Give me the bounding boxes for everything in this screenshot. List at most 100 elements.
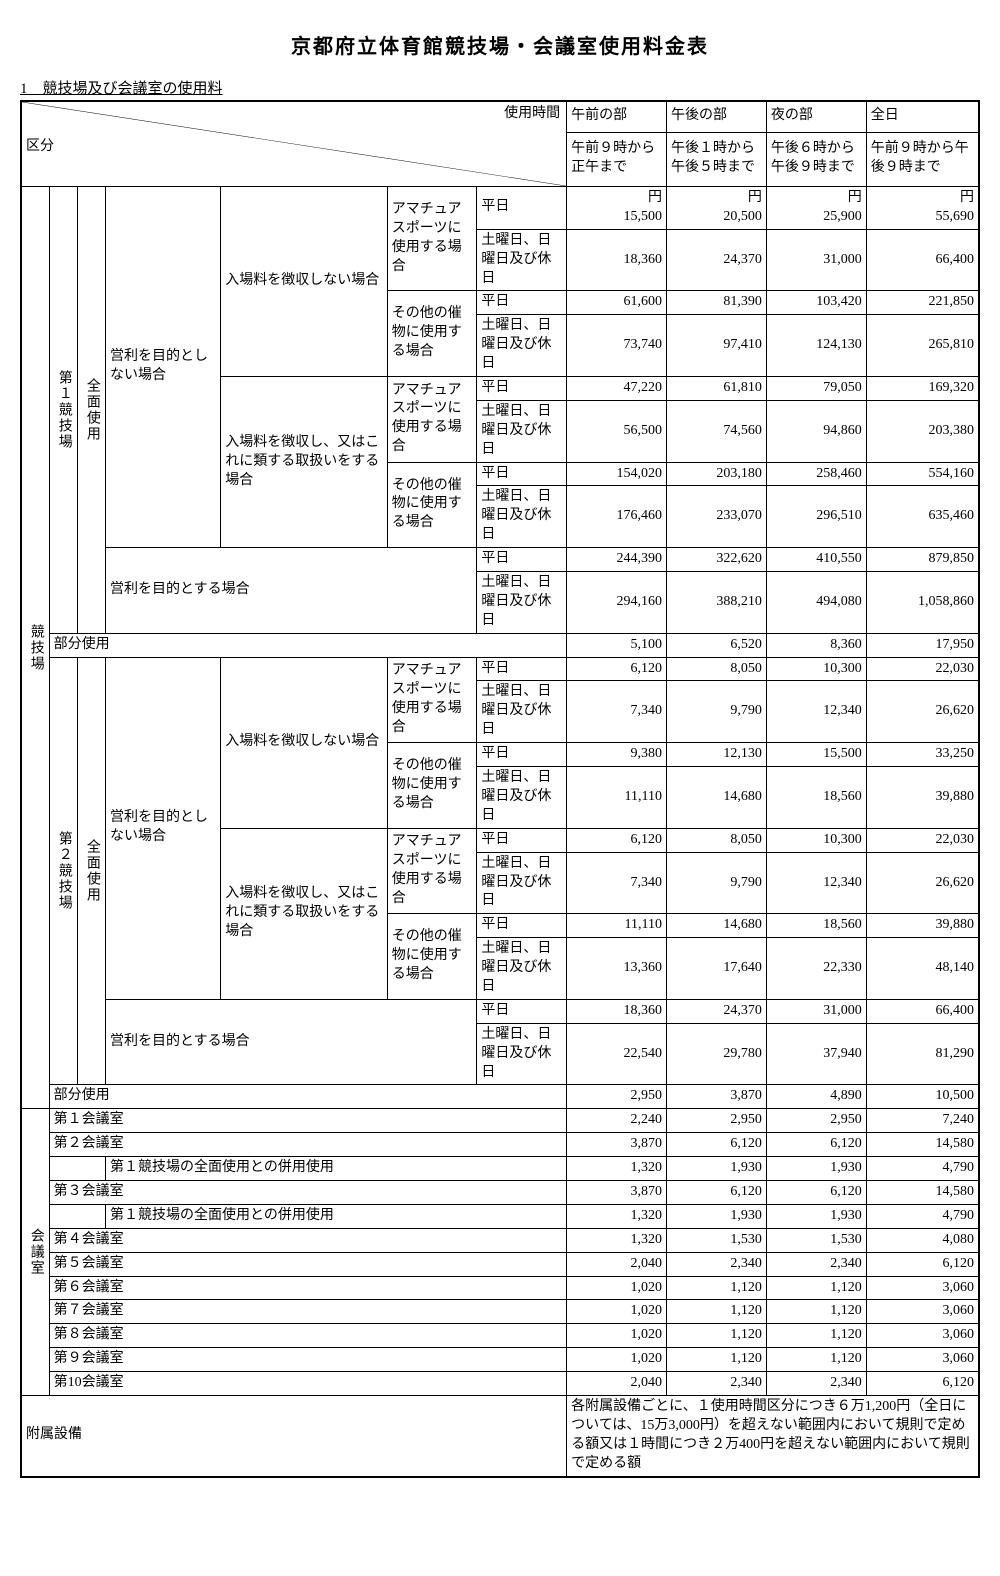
table-row: 部分使用 2,9503,8704,89010,500 — [21, 1085, 979, 1109]
price-cell: 1,120 — [667, 1276, 767, 1300]
price-cell: 1,120 — [766, 1348, 866, 1372]
price-cell: 1,320 — [567, 1157, 667, 1181]
price-cell: 7,240 — [866, 1109, 979, 1133]
table-row: 第８会議室1,0201,1201,1203,060 — [21, 1324, 979, 1348]
price-cell: 6,120 — [667, 1180, 767, 1204]
no-fee-label: 入場料を徴収しない場合 — [221, 187, 387, 377]
table-row: 会議室第１会議室2,2402,9502,9507,240 — [21, 1109, 979, 1133]
meeting-room-name: 第２会議室 — [49, 1133, 566, 1157]
table-row: 営利を目的とする場合 平日 244,390322,620410,550879,8… — [21, 548, 979, 572]
period-desc: 午後１時から午後５時まで — [667, 132, 767, 186]
arena2-label: 第２競技場 — [49, 657, 77, 1085]
table-row: 競技場 第１競技場 全面使用 営利を目的としない場合 入場料を徴収しない場合 ア… — [21, 187, 979, 230]
meeting-room-name: 第10会議室 — [49, 1372, 566, 1396]
meeting-room-name: 第８会議室 — [49, 1324, 566, 1348]
meeting-room-name: 第６会議室 — [49, 1276, 566, 1300]
table-row: 第７会議室1,0201,1201,1203,060 — [21, 1300, 979, 1324]
period-header: 全日 — [866, 101, 979, 132]
meeting-room-name: 第５会議室 — [49, 1252, 566, 1276]
table-row: 第５会議室2,0402,3402,3406,120 — [21, 1252, 979, 1276]
price-cell: 14,580 — [866, 1133, 979, 1157]
price-cell: 1,120 — [766, 1324, 866, 1348]
price-cell: 6,120 — [766, 1180, 866, 1204]
meeting-room-name: 第４会議室 — [49, 1228, 566, 1252]
price-cell: 6,120 — [866, 1372, 979, 1396]
amateur-label: アマチュアスポーツに使用する場合 — [387, 187, 477, 291]
price-cell: 1,930 — [667, 1204, 767, 1228]
meeting-room-name: 第３会議室 — [49, 1180, 566, 1204]
meeting-room-name: 第９会議室 — [49, 1348, 566, 1372]
equipment-row: 附属設備 各附属設備ごとに、１使用時間区分につき６万1,200円（全日については… — [21, 1395, 979, 1476]
price-cell: 4,080 — [866, 1228, 979, 1252]
price-cell: 3,060 — [866, 1300, 979, 1324]
price-cell: 1,930 — [667, 1157, 767, 1181]
full-use-label: 全面使用 — [77, 187, 105, 634]
price-cell: 4,790 — [866, 1157, 979, 1181]
period-header: 午前の部 — [567, 101, 667, 132]
fee-table: 使用時間 区分 午前の部 午後の部 夜の部 全日 午前９時から正午まで 午後１時… — [20, 100, 980, 1478]
table-row: 第１競技場の全面使用との併用使用1,3201,9301,9304,790 — [21, 1204, 979, 1228]
price-cell: 1,120 — [667, 1300, 767, 1324]
table-row: 第２競技場 全面使用 営利を目的としない場合 入場料を徴収しない場合 アマチュア… — [21, 657, 979, 681]
meeting-combined-label: 第１競技場の全面使用との併用使用 — [106, 1204, 567, 1228]
price-cell: 3,870 — [567, 1180, 667, 1204]
price-cell: 1,020 — [567, 1348, 667, 1372]
price-cell: 1,120 — [667, 1348, 767, 1372]
price-cell: 2,340 — [766, 1372, 866, 1396]
meeting-room-name: 第１会議室 — [49, 1109, 566, 1133]
period-header: 午後の部 — [667, 101, 767, 132]
kubun-header: 使用時間 区分 — [21, 101, 567, 187]
period-desc: 午前９時から午後９時まで — [866, 132, 979, 186]
page-title: 京都府立体育館競技場・会議室使用料金表 — [20, 30, 980, 59]
meeting-room-name: 第７会議室 — [49, 1300, 566, 1324]
section-heading: 1 競技場及び会議室の使用料 — [20, 77, 980, 98]
table-row: 第９会議室1,0201,1201,1203,060 — [21, 1348, 979, 1372]
price-cell: 1,020 — [567, 1300, 667, 1324]
price-cell: 6,120 — [667, 1133, 767, 1157]
day-label: 平日 — [477, 187, 567, 230]
price-cell: 1,530 — [766, 1228, 866, 1252]
price-cell: 1,530 — [667, 1228, 767, 1252]
price-cell: 6,120 — [766, 1133, 866, 1157]
price-cell: 1,020 — [567, 1276, 667, 1300]
price-cell: 1,020 — [567, 1324, 667, 1348]
price-cell: 1,120 — [766, 1300, 866, 1324]
period-desc: 午後６時から午後９時まで — [766, 132, 866, 186]
price-cell: 1,120 — [667, 1324, 767, 1348]
meeting-group-label: 会議室 — [21, 1109, 49, 1396]
price-cell: 1,320 — [567, 1204, 667, 1228]
price-cell: 2,040 — [567, 1372, 667, 1396]
price-cell: 1,930 — [766, 1204, 866, 1228]
currency-label: 円15,500 — [567, 187, 667, 230]
price-cell: 2,040 — [567, 1252, 667, 1276]
table-row: 第１競技場の全面使用との併用使用1,3201,9301,9304,790 — [21, 1157, 979, 1181]
arena-group-label: 競技場 — [21, 187, 49, 1109]
price-cell: 2,950 — [766, 1109, 866, 1133]
table-row: 第３会議室3,8706,1206,12014,580 — [21, 1180, 979, 1204]
price-cell: 6,120 — [866, 1252, 979, 1276]
non-profit-label: 営利を目的としない場合 — [106, 187, 221, 548]
price-cell: 3,060 — [866, 1324, 979, 1348]
price-cell: 3,060 — [866, 1348, 979, 1372]
price-cell: 1,320 — [567, 1228, 667, 1252]
price-cell: 14,580 — [866, 1180, 979, 1204]
arena1-label: 第１競技場 — [49, 187, 77, 634]
period-desc: 午前９時から正午まで — [567, 132, 667, 186]
price-cell: 2,340 — [667, 1252, 767, 1276]
price-cell: 3,060 — [866, 1276, 979, 1300]
table-row: 営利を目的とする場合 平日 18,36024,37031,00066,400 — [21, 999, 979, 1023]
price-cell: 2,240 — [567, 1109, 667, 1133]
price-cell: 1,120 — [766, 1276, 866, 1300]
table-row: 第10会議室2,0402,3402,3406,120 — [21, 1372, 979, 1396]
price-cell: 2,950 — [667, 1109, 767, 1133]
price-cell: 2,340 — [667, 1372, 767, 1396]
table-row: 第２会議室3,8706,1206,12014,580 — [21, 1133, 979, 1157]
table-row: 第４会議室1,3201,5301,5304,080 — [21, 1228, 979, 1252]
table-row: 部分使用 5,1006,5208,36017,950 — [21, 633, 979, 657]
price-cell: 4,790 — [866, 1204, 979, 1228]
price-cell: 3,870 — [567, 1133, 667, 1157]
price-cell: 2,340 — [766, 1252, 866, 1276]
meeting-combined-label: 第１競技場の全面使用との併用使用 — [106, 1157, 567, 1181]
price-cell: 1,930 — [766, 1157, 866, 1181]
period-header: 夜の部 — [766, 101, 866, 132]
